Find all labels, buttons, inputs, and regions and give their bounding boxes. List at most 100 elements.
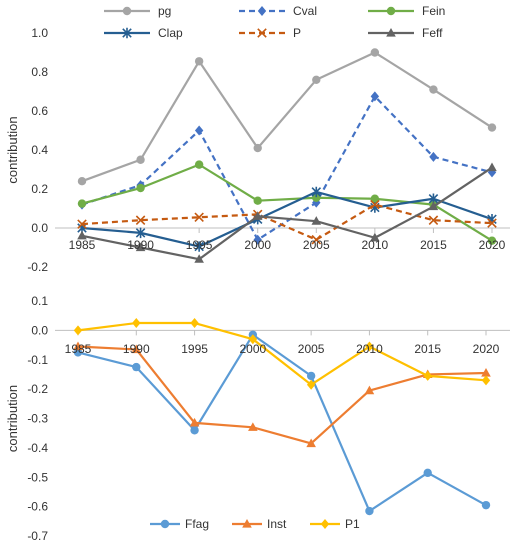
legend-marker-Feff xyxy=(386,28,396,37)
data-point-pg xyxy=(429,85,438,94)
data-point-Cval xyxy=(253,234,262,245)
data-point-Clap xyxy=(194,241,204,252)
x-tick-label: 1990 xyxy=(127,238,154,252)
data-point-Fein xyxy=(312,193,321,202)
series-line-Fein xyxy=(81,163,493,242)
data-point-P xyxy=(428,215,439,225)
series-Ffag xyxy=(73,330,491,516)
x-tick-label: 2020 xyxy=(473,342,500,356)
data-point-P1 xyxy=(481,375,491,386)
data-point-P xyxy=(311,234,322,245)
series-line-Feff xyxy=(81,166,493,261)
legend-label-Inst: Inst xyxy=(267,517,287,531)
y-axis-title: contribution xyxy=(5,385,20,452)
data-point-Clap xyxy=(311,186,322,198)
y-tick-label: -0.3 xyxy=(27,412,48,426)
data-point-Ffag xyxy=(132,362,141,372)
legend-item-Clap: Clap xyxy=(104,26,183,40)
series-line-pg xyxy=(81,51,493,183)
legend-item-pg: pg xyxy=(104,4,171,18)
data-point-Feff xyxy=(428,201,439,211)
series-Fein xyxy=(77,160,497,245)
y-tick-label: 0.0 xyxy=(31,323,48,337)
data-point-Cval xyxy=(194,125,204,136)
data-point-P1 xyxy=(73,325,83,336)
x-tick-label: 2015 xyxy=(420,238,447,252)
x-tick-label: 1990 xyxy=(123,342,150,356)
y-tick-label: -0.6 xyxy=(27,500,48,514)
legend-label-Clap: Clap xyxy=(158,26,183,40)
data-point-Inst xyxy=(73,341,83,351)
legend-label-Fein: Fein xyxy=(422,4,445,18)
data-point-P1 xyxy=(423,370,432,381)
y-tick-label: -0.2 xyxy=(27,260,48,274)
x-tick-label: 2020 xyxy=(479,238,506,252)
x-tick-label: 2010 xyxy=(362,238,389,252)
y-tick-label: 0.2 xyxy=(31,182,48,196)
y-tick-label: -0.4 xyxy=(27,441,48,455)
x-tick-label: 1995 xyxy=(181,342,208,356)
data-point-Fein xyxy=(370,194,380,203)
data-point-P xyxy=(370,199,380,210)
data-point-Ffag xyxy=(306,371,316,381)
y-tick-label: 0.0 xyxy=(31,221,48,235)
data-point-P xyxy=(77,219,87,229)
data-point-Ffag xyxy=(190,426,199,435)
x-tick-label: 2005 xyxy=(303,238,330,252)
data-point-Fein xyxy=(253,196,262,205)
data-point-Ffag xyxy=(423,468,432,478)
data-point-Inst xyxy=(248,422,258,431)
series-line-P1 xyxy=(77,321,487,386)
series-line-Ffag xyxy=(77,333,487,513)
series-line-Cval xyxy=(81,95,493,241)
x-tick-label: 2005 xyxy=(298,342,325,356)
y-tick-label: -0.1 xyxy=(27,353,48,367)
data-point-P xyxy=(487,218,497,228)
legend-item-Fein: Fein xyxy=(368,4,445,18)
legend-item-Feff: Feff xyxy=(368,26,443,40)
data-point-Inst xyxy=(364,385,375,395)
data-point-P1 xyxy=(365,341,374,352)
data-point-Inst xyxy=(189,417,200,427)
data-point-pg xyxy=(253,143,262,153)
x-tick-label: 1995 xyxy=(186,238,213,252)
x-tick-label: 2000 xyxy=(240,342,267,356)
legend-label-Feff: Feff xyxy=(422,26,443,40)
data-point-Fein xyxy=(487,236,497,245)
data-point-Inst xyxy=(481,367,491,377)
chart-1: -0.2 0.0 0.2 0.4 0.6 0.8 1.0 contribution 1985 19… xyxy=(5,4,510,274)
y-axis-title: contribution xyxy=(5,116,20,183)
data-point-Fein xyxy=(77,199,87,208)
legend-marker-pg xyxy=(122,6,132,16)
legend-label-P1: P1 xyxy=(345,517,360,531)
series-P1 xyxy=(73,318,491,390)
legend-marker-Inst xyxy=(242,519,252,528)
legend-marker-Cval xyxy=(257,6,267,16)
data-point-pg xyxy=(136,155,145,164)
legend-item-P1: P1 xyxy=(310,517,360,531)
legend-label-Cval: Cval xyxy=(293,4,317,18)
data-point-Inst xyxy=(131,344,142,354)
data-point-Cval xyxy=(370,91,380,102)
data-point-Feff xyxy=(487,162,497,172)
legend-item-Inst: Inst xyxy=(232,517,287,531)
data-point-pg xyxy=(194,57,204,66)
x-tick-label: 2000 xyxy=(244,238,271,252)
legend-marker-Ffag xyxy=(160,519,170,529)
data-point-Feff xyxy=(135,242,146,252)
data-point-P1 xyxy=(132,318,141,329)
legend-item-Cval: Cval xyxy=(239,4,317,18)
data-point-pg xyxy=(312,75,321,85)
legend-marker-Fein xyxy=(386,6,396,16)
legend-item-P: P xyxy=(239,26,301,40)
series-P xyxy=(77,199,497,245)
data-point-Feff xyxy=(311,216,322,225)
data-point-Feff xyxy=(194,254,204,263)
data-point-Cval xyxy=(429,151,438,162)
x-tick-label: 2015 xyxy=(414,342,441,356)
series-Feff xyxy=(77,162,497,263)
y-tick-label: 0.8 xyxy=(31,65,48,79)
data-point-pg xyxy=(487,123,497,132)
y-tick-label: 0.6 xyxy=(31,104,48,118)
